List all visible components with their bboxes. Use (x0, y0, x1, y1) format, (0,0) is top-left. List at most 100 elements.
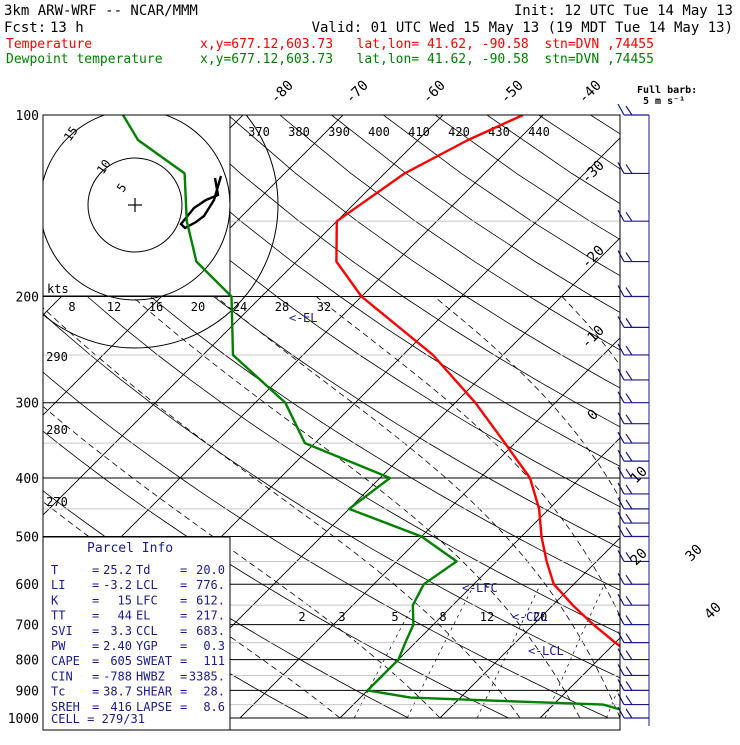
parcel-value: 25.2 (103, 563, 132, 577)
parcel-key: EL (136, 609, 150, 623)
wind-barb-flag (618, 614, 624, 625)
hodograph-axis-label: 20 (191, 300, 205, 314)
wind-barb-flag (618, 316, 624, 327)
parcel-eq: = (92, 654, 99, 668)
parcel-eq: = (180, 609, 187, 623)
dry-adiabat-line (591, 115, 740, 718)
hodograph-units: kts (47, 282, 69, 296)
parcel-value: 683. (196, 624, 225, 638)
wind-barb-flag (626, 106, 632, 115)
wind-barb-flag (618, 679, 624, 690)
wind-barb-flag (618, 664, 624, 675)
dry-adiabat-line (694, 115, 740, 718)
temperature-trace (336, 115, 733, 718)
level-arrow: <- (528, 644, 542, 658)
hodograph-axis-label: 8 (68, 300, 75, 314)
pressure-tick-label: 600 (16, 578, 39, 593)
isotherm-label: -40 (576, 78, 605, 107)
wind-barb-flag (626, 596, 632, 605)
parcel-eq: = (180, 563, 187, 577)
wind-barb-flag (626, 415, 632, 424)
parcel-key: CAPE (51, 654, 80, 668)
isotherm-label: 10 (628, 464, 651, 487)
wind-barb-flag (618, 286, 624, 297)
parcel-eq: = (92, 639, 99, 653)
pressure-tick-label: 200 (16, 291, 39, 306)
parcel-value: 776. (196, 578, 225, 592)
pressure-tick-label: 500 (16, 530, 39, 545)
parcel-value: 28. (203, 685, 225, 699)
level-annotation-label: CCL (526, 610, 548, 624)
level-annotation-label: LFC (476, 581, 498, 595)
parcel-key: HWBZ (136, 669, 165, 683)
mixing-ratio-label: 5 (391, 610, 398, 624)
parcel-value: 217. (196, 609, 225, 623)
parcel-value: -788 (103, 669, 132, 683)
wind-barb-flag (618, 369, 624, 380)
wind-barb-flag (618, 550, 624, 561)
theta-label: 410 (408, 125, 430, 139)
parcel-eq: = (180, 593, 187, 607)
parcel-key: SWEAT (136, 654, 172, 668)
valid-time: Valid: 01 UTC Wed 15 May 13 (19 MDT Tue … (312, 20, 733, 36)
isotherm-label: -80 (268, 78, 297, 107)
parcel-key: SHEAR (136, 685, 173, 699)
parcel-eq: = (180, 624, 187, 638)
wind-barb-flag (626, 616, 632, 625)
pressure-tick-label: 400 (16, 472, 39, 487)
dry-adiabat-line (642, 115, 740, 718)
wind-barb-flag (626, 500, 632, 509)
wind-barb-flag (626, 709, 632, 718)
wind-barb-flag (626, 485, 632, 494)
mixing-ratio-label: 8 (439, 610, 446, 624)
wind-barb-flag (618, 467, 624, 478)
parcel-key: CIN (51, 669, 73, 683)
parcel-value: 612. (196, 593, 225, 607)
wind-barb-flag (618, 392, 624, 403)
hodograph-axis-label: 16 (149, 300, 163, 314)
parcel-eq: = (92, 685, 99, 699)
parcel-key: PW (51, 639, 66, 653)
wind-barb-flag (618, 483, 624, 494)
dewpoint-location: x,y=677.12,603.73 lat,lon= 41.62, -90.58… (200, 52, 654, 67)
parcel-value: 111 (203, 654, 225, 668)
wind-barb-flag (618, 525, 624, 536)
isotherm-label: -60 (420, 78, 449, 107)
wind-barb-flag (618, 450, 624, 461)
parcel-value: 0.3 (203, 639, 225, 653)
wind-barb-flag (626, 371, 632, 380)
level-arrow: <- (512, 610, 526, 624)
parcel-key: YGP (136, 639, 158, 653)
parcel-eq: = (180, 700, 187, 714)
parcel-key: SVI (51, 624, 73, 638)
hodograph-axis-label: 28 (275, 300, 289, 314)
parcel-value: 15 (118, 593, 132, 607)
init-time: Init: 12 UTC Tue 14 May 13 (514, 3, 733, 19)
isotherm-line (540, 115, 740, 718)
isotherm-label: -20 (579, 243, 608, 272)
isotherm-label: -50 (498, 78, 527, 107)
parcel-key: LFC (136, 593, 158, 607)
hodograph-axis-label: 32 (317, 300, 331, 314)
parcel-value: 38.7 (103, 685, 132, 699)
parcel-eq: = (180, 669, 187, 683)
wind-barb-flag (626, 575, 632, 584)
parcel-eq: = (180, 685, 187, 699)
parcel-key: Tc (51, 685, 65, 699)
wind-barb-flag (618, 649, 624, 660)
theta-label-left: 270 (46, 495, 68, 509)
wind-barb-flag (626, 288, 632, 297)
parcel-value: 3.3 (110, 624, 132, 638)
dry-adiabat-line (280, 115, 740, 718)
parcel-eq: = (92, 669, 99, 683)
theta-label: 380 (288, 125, 310, 139)
parcel-key: T (51, 563, 58, 577)
theta-label: 370 (248, 125, 270, 139)
mixing-ratio-label: 3 (338, 610, 345, 624)
parcel-eq: = (92, 563, 99, 577)
wind-barb-flag (618, 594, 624, 605)
isotherm-label: 30 (683, 542, 706, 565)
